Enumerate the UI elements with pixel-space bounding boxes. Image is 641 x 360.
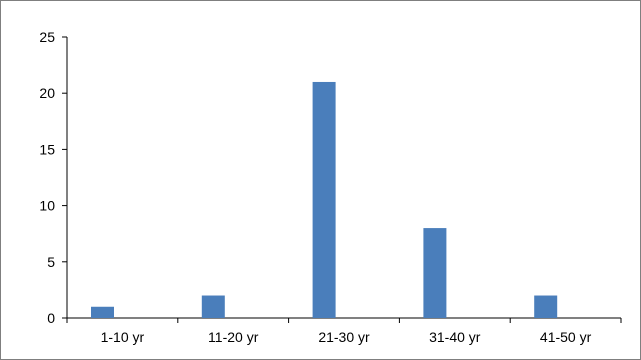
y-tick-label: 5	[47, 254, 55, 270]
x-category-label: 31-40 yr	[429, 329, 481, 345]
bar-11-20-yr	[201, 295, 225, 318]
y-tick-label: 20	[39, 85, 55, 101]
bar-31-40-yr	[423, 228, 447, 318]
bar-21-30-yr	[312, 81, 336, 319]
y-tick-label: 25	[39, 29, 55, 45]
chart-labels: 0 5 10 15 20 25 1-10 yr 11-20 yr 21-30 yr 31-40 y…	[39, 29, 591, 345]
bar-41-50-yr	[534, 295, 558, 318]
y-tick-label: 0	[47, 310, 55, 326]
x-category-label: 41-50 yr	[540, 329, 592, 345]
y-tick-label: 10	[39, 198, 55, 214]
y-tick-label: 15	[39, 141, 55, 157]
x-category-label: 21-30 yr	[318, 329, 370, 345]
bar-1-10-yr	[91, 306, 114, 318]
x-category-label: 1-10 yr	[101, 329, 145, 345]
chart-axes	[62, 36, 622, 323]
x-category-label: 11-20 yr	[208, 329, 259, 345]
chart-bars	[91, 81, 558, 319]
